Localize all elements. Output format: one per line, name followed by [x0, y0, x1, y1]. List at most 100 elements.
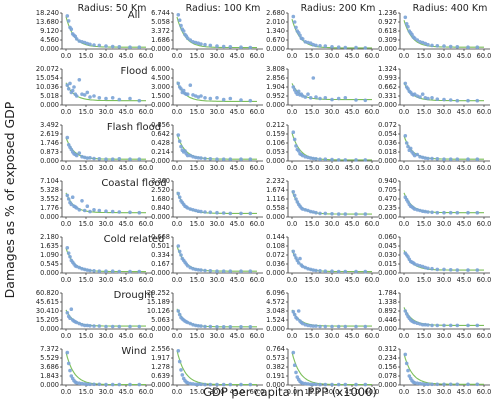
data-point — [323, 324, 328, 329]
y-tick-label: 6.744 — [151, 9, 170, 17]
y-tick-label: 0.159 — [266, 130, 285, 138]
row-label: Coastal flood — [101, 178, 166, 189]
x-tick-label: 45.0 — [230, 108, 245, 116]
data-point — [296, 149, 301, 153]
y-tick-label: 0.501 — [151, 242, 170, 250]
x-tick-label: 0.0 — [287, 276, 298, 284]
data-point — [128, 382, 132, 387]
y-tick-label: 4.500 — [151, 74, 170, 82]
data-point — [215, 157, 219, 161]
y-tick-label: 0.446 — [378, 316, 397, 324]
fit-line — [176, 16, 257, 49]
data-point — [239, 382, 243, 387]
x-tick-label: 45.0 — [230, 388, 245, 396]
data-point — [104, 96, 108, 101]
data-point — [306, 92, 310, 96]
x-tick-label: 0.0 — [172, 332, 183, 340]
data-point — [228, 45, 233, 49]
data-point — [77, 381, 82, 386]
x-tick-label: 30.0 — [437, 52, 452, 60]
y-tick-label: 0.000 — [266, 45, 285, 53]
data-point — [435, 267, 440, 272]
y-tick-label: 4.572 — [266, 298, 285, 306]
data-point — [80, 199, 84, 203]
y-tick-label: 0.212 — [266, 121, 285, 129]
data-point — [475, 157, 480, 161]
data-point — [330, 157, 334, 162]
data-point — [292, 137, 297, 142]
y-tick-label: 0.000 — [40, 101, 59, 109]
x-tick-label: 30.0 — [437, 388, 452, 396]
x-tick-label: 0.0 — [399, 276, 410, 284]
x-tick-label: 30.0 — [210, 52, 225, 60]
data-point — [215, 96, 219, 100]
data-point — [314, 210, 318, 215]
data-point — [318, 211, 322, 216]
x-tick-label: 45.0 — [457, 164, 472, 172]
data-point — [66, 197, 71, 201]
data-point — [137, 157, 142, 161]
data-point — [426, 266, 430, 271]
data-point — [448, 323, 453, 328]
y-tick-label: 0.000 — [378, 213, 397, 221]
data-point — [92, 43, 96, 47]
data-point — [323, 382, 328, 387]
x-tick-label: 60.0 — [250, 276, 265, 284]
x-tick-label: 30.0 — [325, 220, 340, 228]
x-tick-label: 15.0 — [79, 164, 94, 172]
y-axis-label: Damages as % of exposed GDP — [2, 101, 17, 298]
x-tick-label: 30.0 — [99, 332, 114, 340]
data-point — [448, 44, 453, 49]
data-point — [117, 269, 122, 274]
x-tick-label: 45.0 — [345, 108, 360, 116]
fit-line — [291, 352, 372, 386]
x-tick-label: 30.0 — [210, 108, 225, 116]
x-tick-label: 15.0 — [190, 52, 205, 60]
data-point — [466, 45, 470, 49]
y-tick-label: 2.010 — [266, 18, 285, 26]
data-point — [311, 42, 316, 47]
data-point — [177, 249, 182, 254]
y-tick-label: 0.312 — [378, 345, 397, 353]
data-point — [303, 381, 308, 386]
x-tick-label: 60.0 — [477, 108, 492, 116]
data-point — [97, 324, 102, 328]
data-point — [418, 381, 422, 386]
data-point — [430, 43, 434, 48]
y-tick-label: 0.573 — [266, 354, 285, 362]
data-point — [435, 157, 440, 161]
row-label: Cold related — [104, 234, 165, 245]
data-point — [435, 97, 440, 101]
data-point — [203, 210, 207, 214]
data-point — [221, 97, 226, 102]
data-point — [215, 382, 219, 387]
x-tick-label: 30.0 — [325, 276, 340, 284]
data-point — [137, 269, 142, 274]
x-tick-label: 15.0 — [305, 108, 320, 116]
data-point — [423, 265, 428, 270]
data-point — [308, 96, 313, 100]
data-point — [354, 382, 358, 387]
data-point — [82, 208, 87, 213]
data-point — [77, 265, 82, 270]
y-tick-label: 0.108 — [266, 242, 285, 250]
data-point — [363, 269, 368, 274]
x-tick-label: 15.0 — [417, 108, 432, 116]
x-tick-label: 15.0 — [79, 276, 94, 284]
y-tick-label: 0.000 — [151, 101, 170, 109]
data-point — [188, 381, 193, 386]
data-point — [128, 157, 132, 161]
data-point — [69, 307, 74, 312]
data-point — [215, 325, 219, 329]
data-point — [442, 210, 446, 215]
data-point — [466, 210, 470, 215]
data-point — [426, 323, 430, 327]
data-point — [296, 89, 301, 94]
data-point — [228, 211, 233, 216]
x-tick-label: 45.0 — [457, 108, 472, 116]
